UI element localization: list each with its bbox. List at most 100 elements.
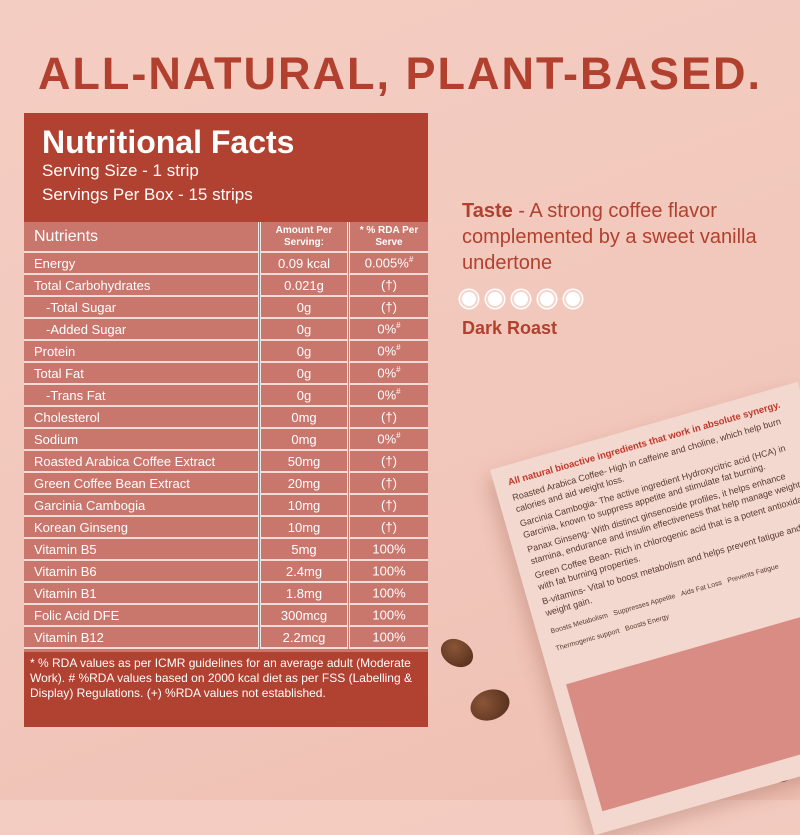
nutrient-rda: (†)	[347, 296, 428, 319]
rda-value: (†)	[381, 497, 397, 513]
nutrient-amount: 10mg	[258, 516, 349, 539]
rda-value: 100%	[372, 629, 406, 645]
nutrient-amount: 0g	[258, 362, 349, 385]
rda-mark: #	[396, 365, 401, 375]
roast-label: Dark Roast	[462, 318, 558, 338]
nutrient-name: Roasted Arabica Coffee Extract	[24, 450, 260, 473]
table-row: Total Carbohydrates 0.021g (†)	[24, 274, 428, 297]
rda-value: 0%	[377, 387, 397, 403]
serving-size: Serving Size - 1 strip	[42, 161, 199, 180]
nutrient-name: Korean Ginseng	[24, 516, 260, 539]
table-row: Sodium 0mg 0%#	[24, 428, 428, 451]
rda-mark: #	[396, 343, 401, 353]
nutrition-table: Nutrients Amount Per Serving: * % RDA Pe…	[24, 222, 428, 649]
rating-dot-icon	[564, 290, 582, 308]
nutrient-amount: 300mcg	[258, 604, 349, 627]
nutrient-rda: (†)	[347, 472, 428, 495]
nutrient-rda: 0%#	[347, 340, 428, 363]
table-row: Energy 0.09 kcal 0.005%#	[24, 252, 428, 275]
nutrient-name: Cholesterol	[24, 406, 260, 429]
rating-dot-icon	[512, 290, 530, 308]
nutrient-rda: 100%	[347, 538, 428, 561]
nutrient-amount: 2.4mg	[258, 560, 349, 583]
nutrition-facts-panel: Nutritional Facts Serving Size - 1 strip…	[24, 113, 428, 727]
nutrient-rda: 100%	[347, 560, 428, 583]
rda-mark: #	[396, 431, 401, 441]
col-nutrients: Nutrients	[24, 222, 260, 253]
table-row: Vitamin B6 2.4mg 100%	[24, 560, 428, 583]
nutrient-rda: 0%#	[347, 428, 428, 451]
rda-value: 100%	[372, 563, 406, 579]
footnote: * % RDA values as per ICMR guidelines fo…	[24, 652, 428, 727]
nutrient-amount: 0mg	[258, 428, 349, 451]
product-package: All natural bioactive ingredients that w…	[490, 381, 800, 835]
rda-value: 0%	[377, 365, 397, 381]
taste-label: Taste	[462, 200, 513, 222]
nutrient-rda: 100%	[347, 626, 428, 649]
nutrient-rda: (†)	[347, 406, 428, 429]
nutrient-amount: 20mg	[258, 472, 349, 495]
nutrient-name: Garcinia Cambogia	[24, 494, 260, 517]
rda-value: 0%	[377, 321, 397, 337]
col-rda: * % RDA Per Serve	[347, 222, 428, 253]
rda-value: 100%	[372, 541, 406, 557]
table-row: Vitamin B5 5mg 100%	[24, 538, 428, 561]
nutrient-amount: 10mg	[258, 494, 349, 517]
nutrient-amount: 2.2mcg	[258, 626, 349, 649]
nutrient-rda: (†)	[347, 516, 428, 539]
nutrient-amount: 0mg	[258, 406, 349, 429]
rda-value: (†)	[381, 299, 397, 315]
rda-value: (†)	[381, 453, 397, 469]
col-amount: Amount Per Serving:	[258, 222, 349, 253]
servings-per-box: Servings Per Box - 15 strips	[42, 185, 253, 204]
nutrient-rda: 100%	[347, 604, 428, 627]
rda-mark: #	[396, 387, 401, 397]
table-header-row: Nutrients Amount Per Serving: * % RDA Pe…	[24, 222, 428, 253]
table-row: Garcinia Cambogia 10mg (†)	[24, 494, 428, 517]
rda-value: 0%	[377, 343, 397, 359]
nutrient-name: Total Carbohydrates	[24, 274, 260, 297]
facts-title: Nutritional Facts	[42, 124, 295, 160]
table-row: Roasted Arabica Coffee Extract 50mg (†)	[24, 450, 428, 473]
rating-dot-icon	[486, 290, 504, 308]
table-row: -Added Sugar 0g 0%#	[24, 318, 428, 341]
rda-mark: #	[396, 321, 401, 331]
nutrient-name: Green Coffee Bean Extract	[24, 472, 260, 495]
nutrient-name: Sodium	[24, 428, 260, 451]
nutrient-name: Vitamin B6	[24, 560, 260, 583]
rda-value: (†)	[381, 277, 397, 293]
nutrient-amount: 0.09 kcal	[258, 252, 349, 275]
table-row: -Total Sugar 0g (†)	[24, 296, 428, 319]
nutrient-name: -Added Sugar	[24, 318, 260, 341]
headline: ALL-NATURAL, PLANT-BASED.	[37, 48, 763, 99]
nutrient-rda: 100%	[347, 582, 428, 605]
nutrient-name: Total Fat	[24, 362, 260, 385]
nutrient-rda: (†)	[347, 450, 428, 473]
nutrient-name: Vitamin B12	[24, 626, 260, 649]
taste-text: - A strong coffee flavor complemented by…	[462, 200, 757, 274]
nutrient-rda: (†)	[347, 494, 428, 517]
rda-value: (†)	[381, 519, 397, 535]
nutrient-amount: 50mg	[258, 450, 349, 473]
taste-description: Taste - A strong coffee flavor complemen…	[462, 198, 782, 276]
coffee-bean	[466, 684, 514, 726]
coffee-bean	[435, 633, 479, 673]
rating-dot-icon	[460, 290, 478, 308]
table-row: -Trans Fat 0g 0%#	[24, 384, 428, 407]
nutrient-name: Vitamin B5	[24, 538, 260, 561]
nutrient-amount: 0g	[258, 318, 349, 341]
facts-header: Nutritional Facts Serving Size - 1 strip…	[24, 113, 428, 222]
nutrient-rda: 0%#	[347, 384, 428, 407]
rda-mark: #	[408, 255, 414, 265]
rda-value: 100%	[372, 607, 406, 623]
nutrient-amount: 1.8mg	[258, 582, 349, 605]
nutrient-name: -Trans Fat	[24, 384, 260, 407]
table-row: Cholesterol 0mg (†)	[24, 406, 428, 429]
nutrient-name: Folic Acid DFE	[24, 604, 260, 627]
nutrient-name: -Total Sugar	[24, 296, 260, 319]
nutrient-rda: 0%#	[347, 318, 428, 341]
table-row: Total Fat 0g 0%#	[24, 362, 428, 385]
package-badge: Aids Fat Loss	[680, 579, 723, 599]
rating-dot-icon	[538, 290, 556, 308]
rda-value: 0.005%	[364, 255, 409, 271]
